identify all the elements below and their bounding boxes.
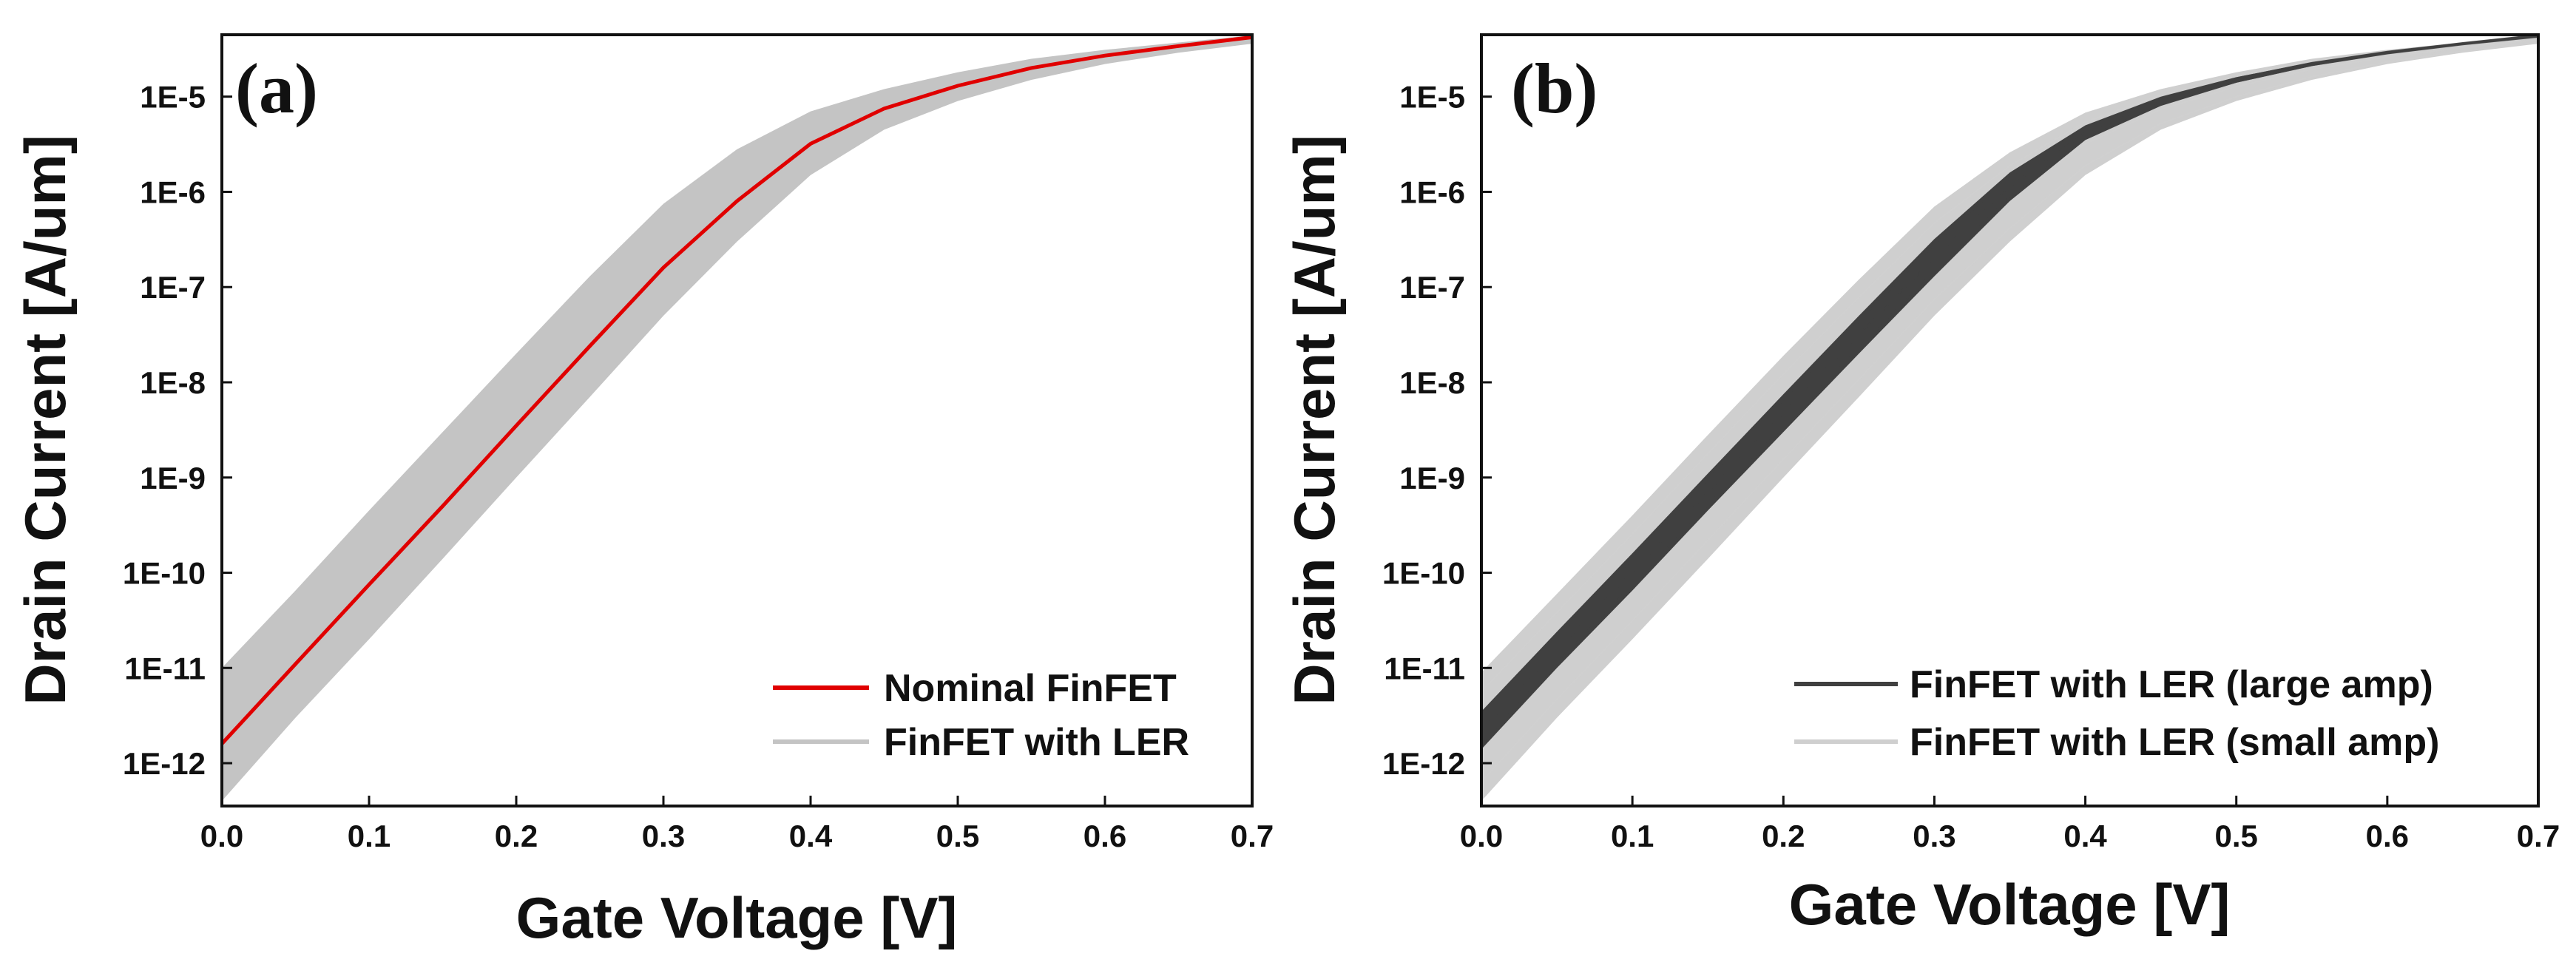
chart-b-plot-frame — [1480, 33, 2540, 807]
chart-b-x-axis-label: Gate Voltage [V] — [1789, 872, 2231, 937]
y-tick-label: 1E-7 — [140, 270, 206, 305]
y-tick-label: 1E-12 — [123, 746, 206, 781]
legend-label-large-amp: FinFET with LER (large amp) — [1910, 663, 2433, 706]
chart-panel-a: 0.0 0.1 0.2 0.3 0.4 0.5 0.6 0.7 1E-12 1E-11 1E-10 1… — [13, 33, 1274, 950]
x-tick-label: 0.3 — [1913, 819, 1955, 853]
series-band-1-1 — [1481, 34, 2538, 750]
y-tick-label: 1E-9 — [1399, 461, 1465, 495]
chart-a-y-axis-label: Drain Current [A/um] — [13, 135, 78, 705]
series-band-0-1 — [222, 35, 1252, 802]
x-tick-label: 0.0 — [200, 819, 243, 853]
x-tick-label: 0.5 — [936, 819, 979, 853]
y-tick-label: 1E-10 — [1382, 556, 1465, 591]
chart-panel-b: 0.0 0.1 0.2 0.3 0.4 0.5 0.6 0.7 1E-12 1E-11 1E-10 1… — [1282, 33, 2560, 937]
y-tick-label: 1E-5 — [1399, 80, 1465, 115]
series-line-0-0 — [220, 35, 1253, 745]
series-spread-line-0-1-0 — [221, 41, 1253, 782]
series-spread-line-1-0-1 — [1481, 38, 2539, 737]
series-spread-line-1-1-1 — [1481, 35, 2539, 731]
series-spread-line-1-1-0 — [1481, 35, 2539, 745]
x-tick-label: 0.3 — [642, 819, 685, 853]
chart-a-legend: Nominal FinFET FinFET with LER — [773, 667, 1189, 764]
series-spread-line-1-1-2 — [1481, 34, 2539, 718]
chart-b-legend: FinFET with LER (large amp) FinFET with … — [1794, 663, 2439, 764]
y-tick-label: 1E-5 — [140, 80, 206, 115]
y-tick-label: 1E-11 — [124, 651, 206, 685]
chart-a-panel-label: (a) — [235, 49, 318, 128]
x-tick-label: 0.6 — [1084, 819, 1126, 853]
chart-b-y-axis-label: Drain Current [A/um] — [1282, 135, 1347, 705]
legend-label-ler: FinFET with LER — [884, 721, 1189, 764]
series-spread-line-0-1-2 — [221, 35, 1253, 688]
y-tick-label: 1E-6 — [140, 175, 206, 209]
chart-a-lines — [220, 35, 1253, 745]
chart-a-plot-frame — [220, 33, 1254, 807]
x-tick-label: 0.7 — [2517, 819, 2560, 853]
y-tick-label: 1E-7 — [1399, 270, 1465, 305]
chart-a-ticks: 0.0 0.1 0.2 0.3 0.4 0.5 0.6 0.7 1E-12 1E-11 1E-10 1… — [123, 80, 1274, 853]
x-tick-label: 0.4 — [2063, 819, 2107, 853]
legend-label-small-amp: FinFET with LER (small amp) — [1910, 721, 2439, 764]
y-tick-label: 1E-8 — [140, 365, 206, 400]
x-tick-label: 0.0 — [1460, 819, 1503, 853]
chart-b-bands — [1481, 34, 2539, 802]
chart-b-panel-label: (b) — [1511, 49, 1598, 128]
x-tick-label: 0.4 — [789, 819, 833, 853]
y-tick-label: 1E-8 — [1399, 365, 1465, 400]
y-tick-label: 1E-6 — [1399, 175, 1465, 209]
chart-a-x-axis-label: Gate Voltage [V] — [516, 885, 958, 950]
x-tick-label: 0.7 — [1231, 819, 1274, 853]
y-tick-label: 1E-9 — [140, 461, 206, 495]
series-spread-line-1-0-0 — [1481, 41, 2539, 782]
x-tick-label: 0.5 — [2215, 819, 2258, 853]
chart-b-ticks: 0.0 0.1 0.2 0.3 0.4 0.5 0.6 0.7 1E-12 1E-11 1E-10 1… — [1382, 80, 2560, 853]
x-tick-label: 0.6 — [2366, 819, 2409, 853]
y-tick-label: 1E-10 — [123, 556, 206, 591]
x-tick-label: 0.2 — [1762, 819, 1805, 853]
x-tick-label: 0.1 — [348, 819, 391, 853]
y-tick-label: 1E-11 — [1384, 651, 1465, 685]
legend-label-nominal: Nominal FinFET — [884, 667, 1177, 710]
x-tick-label: 0.1 — [1611, 819, 1654, 853]
y-tick-label: 1E-12 — [1382, 746, 1465, 781]
x-tick-label: 0.2 — [495, 819, 538, 853]
